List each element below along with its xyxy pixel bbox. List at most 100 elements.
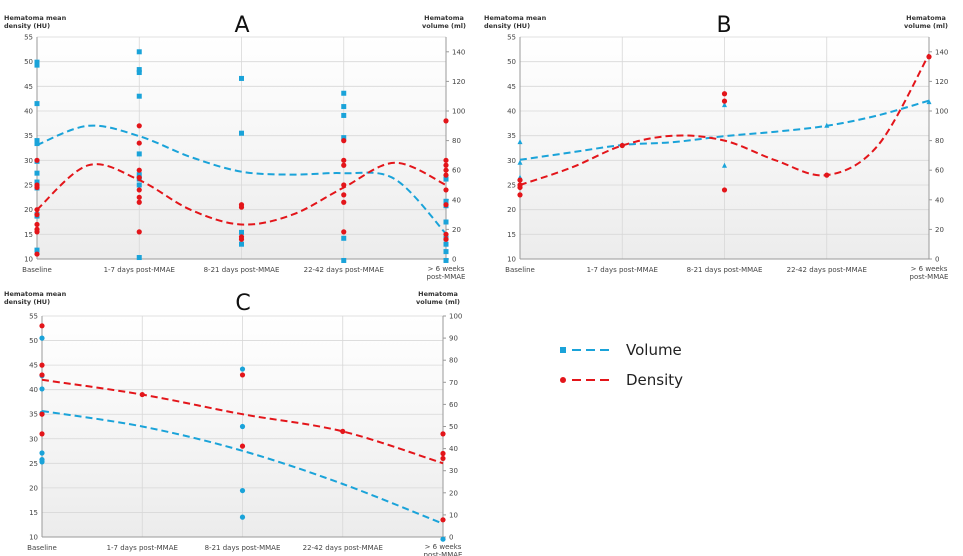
data-point-density [517,192,523,198]
data-point-density [238,236,245,242]
data-point-volume [34,59,40,65]
y-tick-label: 50 [507,58,516,66]
data-point-volume [136,93,142,99]
x-tick-label: 22-42 days post-MMAE [304,266,384,274]
data-point-volume [136,67,142,73]
y-axis-label: Hematoma mean density (HU) [4,290,67,306]
y2-axis-label: Hematoma volume (ml) [416,290,460,306]
data-point-density [824,172,830,178]
data-point-volume [239,487,246,494]
data-point-volume [239,366,246,372]
y2-tick-label: 140 [935,48,948,56]
y2-tick-label: 70 [449,379,458,387]
data-point-density [39,411,45,417]
y2-tick-label: 20 [449,489,458,497]
data-point-volume [34,138,40,144]
y-tick-label: 20 [24,206,33,214]
data-point-volume [443,249,449,255]
y2-tick-label: 30 [449,467,458,475]
y2-tick-label: 100 [935,108,948,116]
series-density [517,53,932,198]
y-tick-label: 50 [24,58,33,66]
y-tick-label: 20 [29,484,38,492]
y2-tick-label: 50 [449,423,458,431]
data-point-volume [443,176,449,182]
data-point-density [139,391,145,398]
data-point-density [341,182,347,188]
data-point-density [136,140,142,146]
data-point-density [341,138,347,144]
y2-tick-label: 100 [452,108,465,116]
data-point-volume [136,151,142,157]
data-point-density [341,229,347,235]
data-point-volume [39,386,45,392]
series-density [39,323,446,523]
panel-title: A [234,13,249,38]
series-density [34,118,449,257]
y-tick-label: 35 [24,132,33,140]
x-tick-label: 1-7 days post-MMAE [587,266,658,274]
data-point-volume [722,162,727,168]
y-tick-label: 15 [507,231,516,239]
y2-tick-label: 100 [449,313,462,321]
data-point-density [136,194,142,200]
x-tick-label: 1-7 days post-MMAE [107,544,178,552]
data-point-volume [239,241,244,247]
data-point-volume [517,139,523,145]
y2-tick-label: 90 [449,335,458,343]
data-point-volume [34,179,40,185]
data-point-density [341,192,347,198]
data-point-density [136,123,142,129]
data-point-density [443,162,449,168]
data-point-density [443,157,449,163]
data-point-density [440,455,446,462]
data-point-volume [34,247,40,253]
data-point-density [926,54,932,60]
x-tick-label: > 6 weeks post-MMAE [427,265,466,281]
data-point-density [443,236,449,242]
x-tick-label: 1-7 days post-MMAE [104,266,175,274]
y2-tick-label: 80 [449,357,458,365]
y-tick-label: 30 [24,157,33,165]
data-point-density [440,450,446,457]
data-point-volume [39,450,45,456]
data-point-volume [341,104,347,110]
y2-axis-label: Hematoma volume (ml) [904,14,948,30]
y2-tick-label: 140 [452,48,465,56]
data-point-density [34,157,40,163]
x-tick-label: 22-42 days post-MMAE [787,266,867,274]
data-point-density [34,221,40,228]
y-tick-label: 55 [29,313,38,321]
y-tick-label: 10 [29,534,38,542]
data-point-volume [34,170,40,176]
data-point-density [136,199,142,205]
x-tick-label: Baseline [27,544,57,552]
data-point-density [39,431,45,437]
trend-line-density [36,161,447,226]
x-tick-label: Baseline [22,266,52,274]
y2-tick-label: 20 [935,226,944,234]
data-point-density [136,229,142,235]
x-tick-label: Baseline [505,266,535,274]
legend-item-density: Density [560,365,683,395]
data-point-density [341,157,347,163]
data-point-volume [39,459,45,465]
legend-swatch-volume [560,347,612,353]
data-point-density [340,428,346,435]
y2-tick-label: 60 [449,401,458,409]
y-tick-label: 50 [29,337,38,345]
data-point-density [34,229,40,235]
y-tick-label: 55 [24,34,33,42]
data-point-volume [239,75,244,81]
legend-item-volume: Volume [560,335,683,365]
data-point-volume [136,49,142,55]
data-point-density [39,362,45,368]
y-tick-label: 20 [507,206,516,214]
data-point-volume [341,90,347,96]
trend-line-density [41,378,444,465]
data-point-density [619,142,625,149]
data-point-volume [239,130,244,136]
data-point-density [239,372,246,378]
y-tick-label: 30 [29,435,38,443]
